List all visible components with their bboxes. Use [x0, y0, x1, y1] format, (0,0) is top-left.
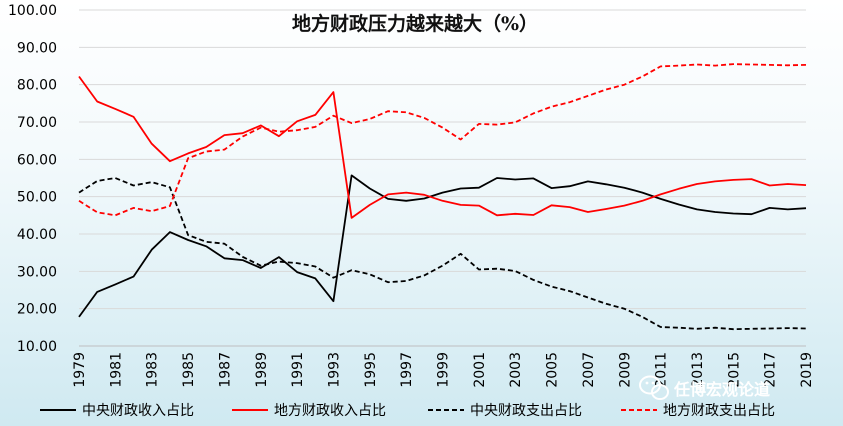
x-tick-label: 1999	[436, 352, 452, 388]
y-axis-ticks: 10.00 20.00 30.00 40.00 50.00 60.00 70.00 80.00…	[8, 3, 57, 355]
x-tick-label: 1997	[399, 352, 415, 388]
series-line-3	[78, 177, 807, 331]
x-tick-label: 1995	[363, 352, 379, 388]
y-tick-label: 30.00	[17, 264, 57, 280]
series-line-4	[78, 63, 807, 217]
legend-label: 中央财政支出占比	[470, 403, 582, 419]
legend-label: 地方财政收入占比	[274, 403, 386, 419]
y-tick-label: 60.00	[17, 152, 57, 168]
x-tick-label: 2017	[763, 352, 779, 388]
x-tick-label: 1987	[217, 352, 233, 388]
x-tick-label: 2011	[654, 352, 670, 388]
x-tick-label: 2005	[545, 352, 561, 388]
x-tick-label: 1979	[72, 352, 88, 388]
wechat-icon	[639, 375, 669, 400]
series-line-2	[78, 75, 807, 219]
x-tick-label: 2013	[690, 352, 706, 388]
x-tick-label: 2007	[581, 352, 597, 388]
grid-lines	[79, 9, 806, 310]
x-tick-label: 1985	[181, 352, 197, 388]
series-lines	[78, 63, 807, 331]
x-tick-label: 1993	[326, 352, 342, 388]
y-tick-label: 70.00	[17, 115, 57, 131]
y-tick-label: 20.00	[17, 302, 57, 318]
legend-label: 地方财政支出占比	[663, 403, 775, 419]
x-tick-label: 2015	[726, 352, 742, 388]
legend: 中央财政收入占比 地方财政收入占比 中央财政支出占比 地方财政支出占比	[40, 403, 775, 419]
series-line-1	[78, 174, 807, 318]
y-tick-label: 10.00	[17, 339, 57, 355]
x-tick-label: 1983	[145, 352, 161, 388]
watermark-text: 任博宏观论道	[673, 380, 770, 399]
watermark: 任博宏观论道	[639, 375, 770, 400]
x-tick-label: 1989	[254, 352, 270, 388]
x-axis: 1979 1981 1983 1985 1987 1989 1991 1993 1995 1997…	[72, 345, 815, 388]
y-tick-label: 50.00	[17, 190, 57, 206]
chart-title: 地方财政压力越来越大（%）	[292, 12, 538, 35]
y-tick-label: 100.00	[8, 3, 57, 19]
y-tick-label: 90.00	[17, 40, 57, 56]
x-tick-label: 2019	[799, 352, 815, 388]
y-tick-label: 80.00	[17, 78, 57, 94]
x-tick-label: 2001	[472, 352, 488, 388]
legend-label: 中央财政收入占比	[82, 403, 194, 419]
x-tick-label: 1991	[290, 352, 306, 388]
y-tick-label: 40.00	[17, 227, 57, 243]
x-tick-label: 2009	[617, 352, 633, 388]
x-tick-label: 2003	[508, 352, 524, 388]
x-tick-label: 1981	[108, 352, 124, 388]
